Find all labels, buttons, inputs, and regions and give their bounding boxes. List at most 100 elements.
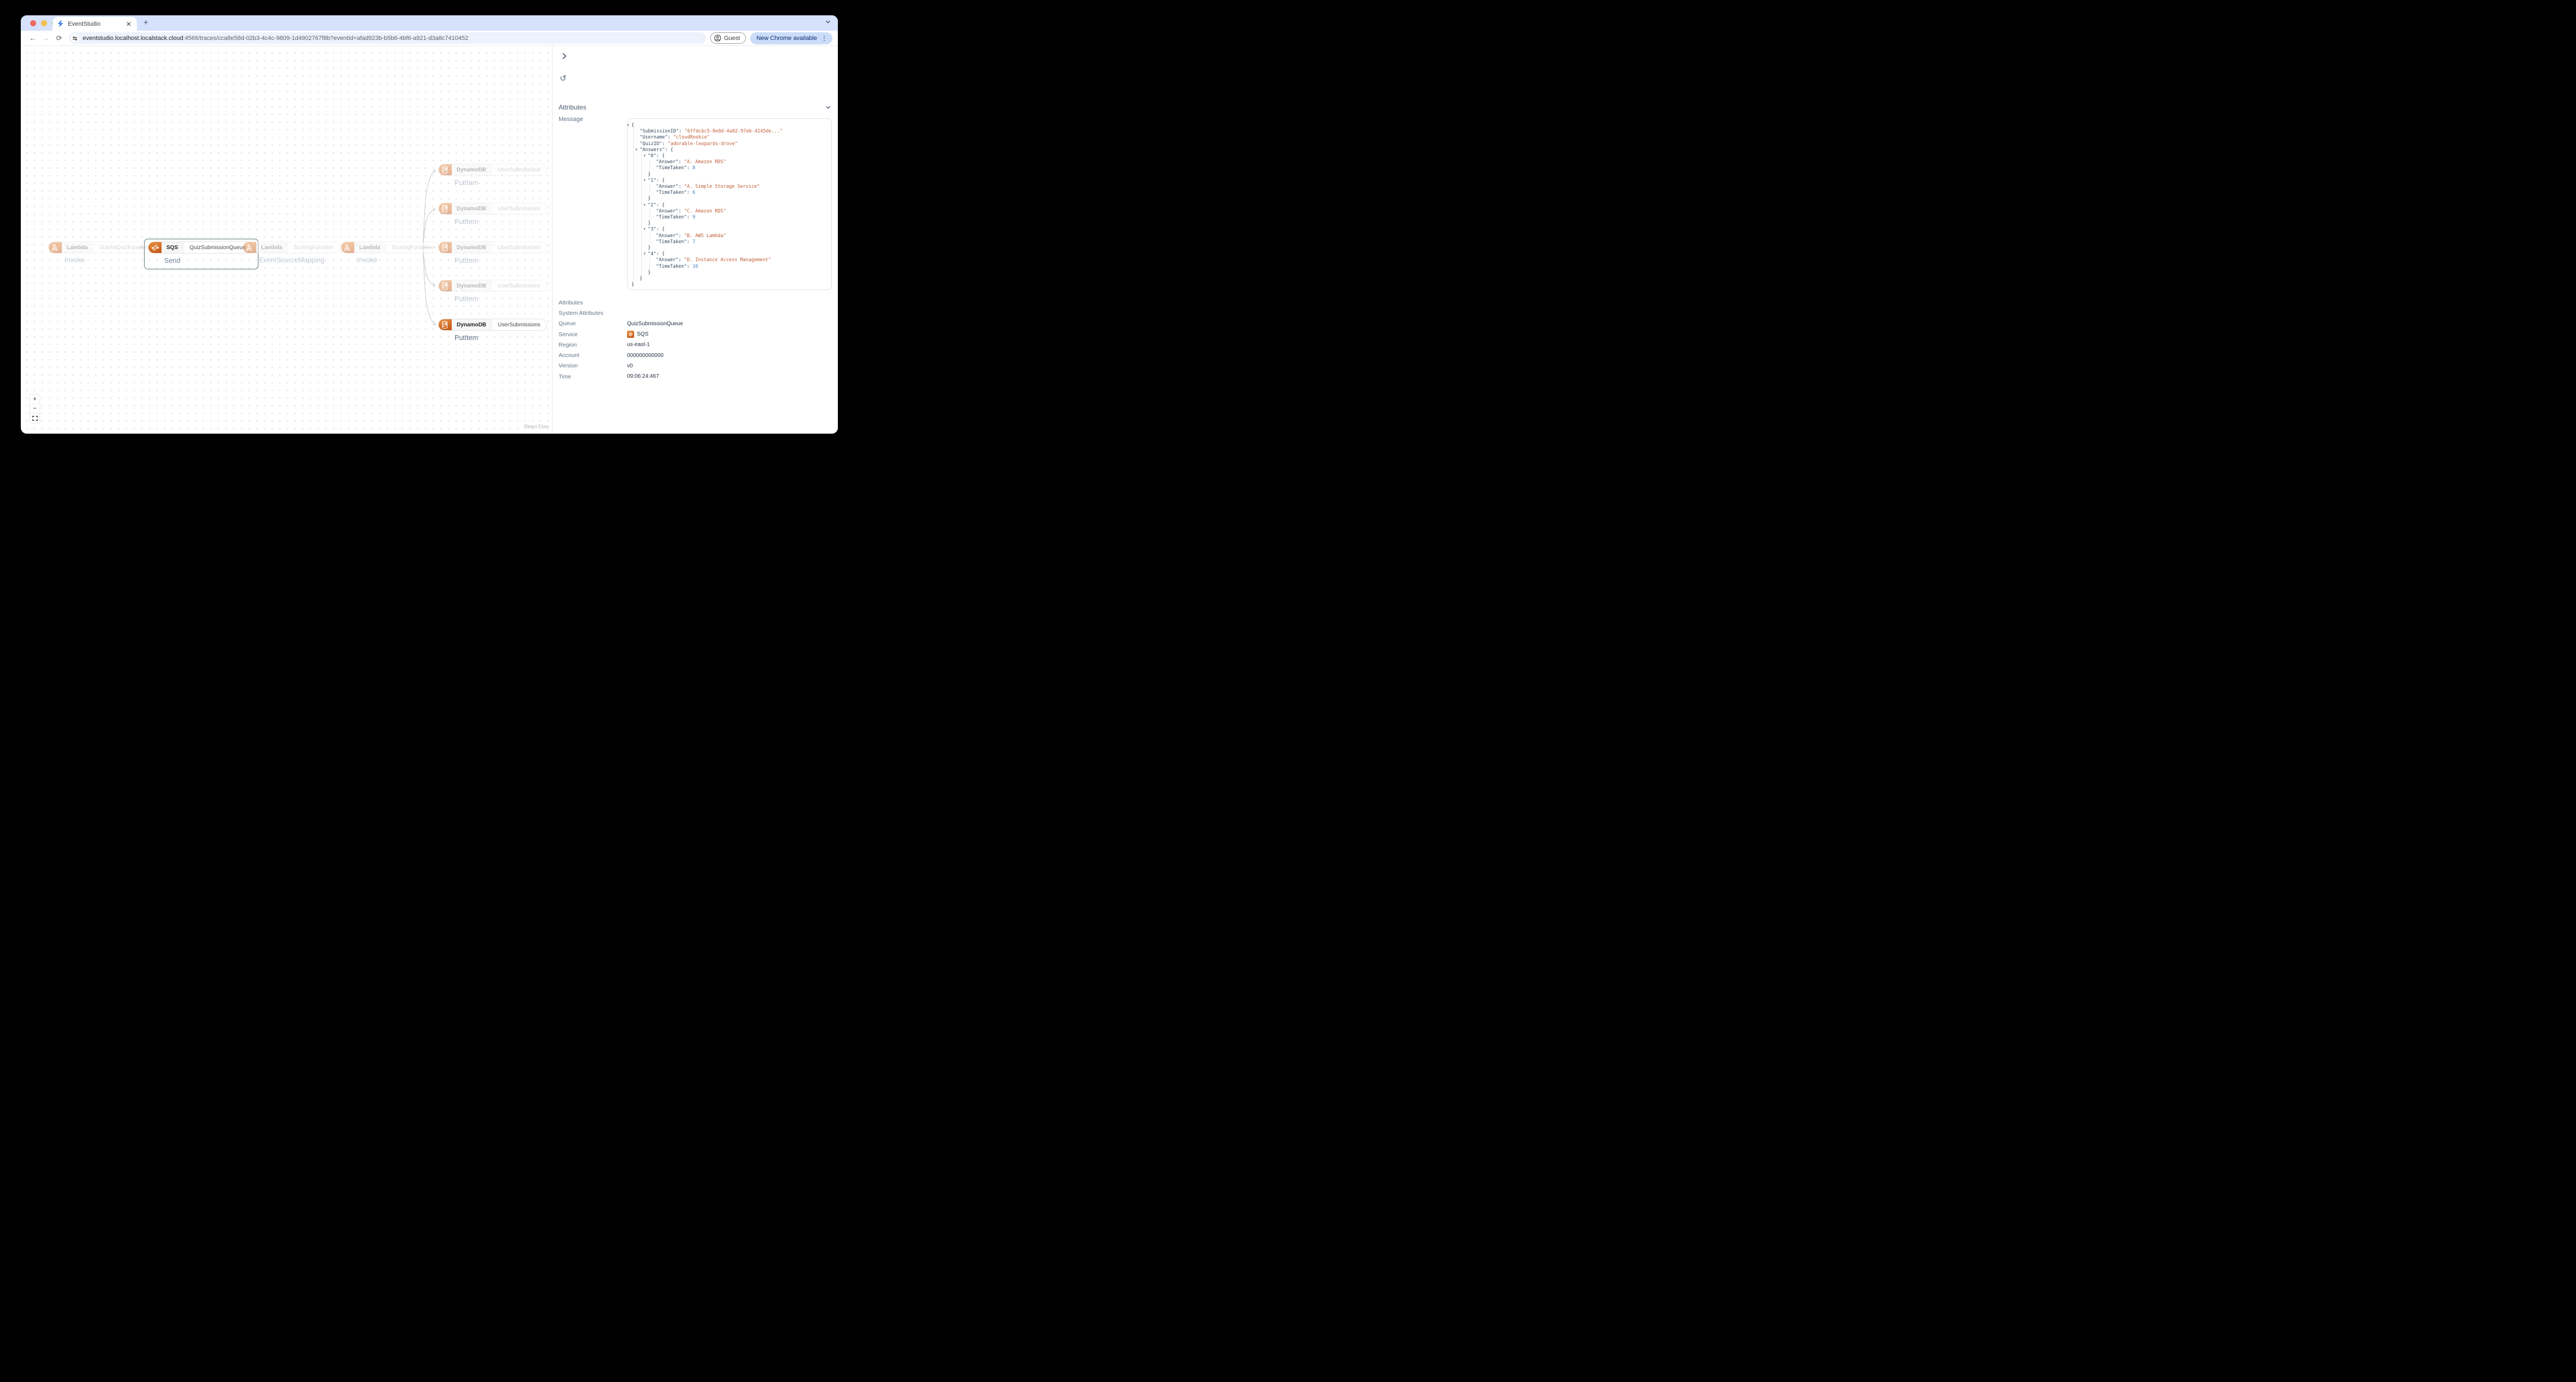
json-line: } bbox=[648, 221, 651, 227]
attr-row-attributes[interactable]: Attributes bbox=[559, 297, 832, 308]
close-tab-icon[interactable]: ✕ bbox=[125, 20, 131, 28]
json-line: ∨ "1": { bbox=[643, 177, 665, 183]
flow-node-dynamodb-usersubmissions-1[interactable]: DynamoDB UserSubmissions PutItem bbox=[438, 164, 547, 187]
json-line: "SubmissionID": "6ffdcbc5-8e8d-4a82-97eb… bbox=[640, 129, 783, 135]
canvas-controls[interactable]: + − bbox=[30, 395, 39, 423]
json-collapse-caret-icon[interactable]: ∨ bbox=[643, 251, 646, 256]
forward-button[interactable]: → bbox=[42, 34, 50, 42]
url-path: :4566/traces/cca8e58d-02b3-4c4c-9809-1d4… bbox=[183, 34, 469, 42]
dynamodb-icon bbox=[439, 242, 452, 253]
attr-row-system-attributes[interactable]: System Attributes bbox=[559, 308, 832, 318]
url-text: eventstudio.localhost.localstack.cloud:4… bbox=[83, 35, 468, 42]
flow-node-sqs-quizsubmissionqueue[interactable]: SQS QuizSubmissionQueue Send bbox=[144, 239, 259, 269]
node-resource-name: QuizSubmissionQueue bbox=[189, 244, 246, 251]
node-service-label: Lambda bbox=[354, 242, 386, 253]
node-action-label: EventSourceMapping bbox=[259, 256, 325, 264]
json-line: } bbox=[648, 196, 651, 202]
attr-label[interactable]: Attributes bbox=[559, 299, 583, 306]
node-pill[interactable]: DynamoDB UserSubmissions bbox=[438, 280, 547, 292]
zoom-in-button[interactable]: + bbox=[30, 395, 39, 404]
node-action-label: PutItem bbox=[455, 256, 479, 264]
flow-node-lambda-submitquiz[interactable]: Lambda SubmitQuizFunction Invoke bbox=[48, 241, 156, 264]
new-tab-button[interactable]: + bbox=[143, 18, 148, 27]
json-line: "Answer": "B. AWS Lambda" bbox=[656, 233, 726, 239]
node-pill[interactable]: DynamoDB UserSubmissions bbox=[438, 164, 547, 176]
json-line: } bbox=[640, 276, 643, 282]
json-collapse-caret-icon[interactable]: ∨ bbox=[643, 202, 646, 207]
flow-edge bbox=[422, 247, 436, 325]
attribute-rows: Attributes System Attributes Queue QuizSubm… bbox=[559, 297, 832, 382]
json-collapse-caret-icon[interactable]: ∨ bbox=[643, 177, 646, 182]
browser-toolbar: ← → ⟳ eventstudio.localhost.localstack.c… bbox=[21, 31, 838, 46]
tab-search-chevron-icon[interactable] bbox=[825, 19, 831, 25]
replay-event-button[interactable]: ↺ bbox=[560, 74, 567, 83]
sqs-icon bbox=[627, 331, 634, 338]
minimize-window-button[interactable] bbox=[41, 20, 47, 26]
message-json-viewer[interactable]: ∨{"SubmissionID": "6ffdcbc5-8e8d-4a82-97… bbox=[627, 118, 832, 290]
node-pill[interactable]: SQS QuizSubmissionQueue bbox=[148, 241, 252, 254]
json-collapse-caret-icon[interactable]: ∨ bbox=[635, 147, 638, 152]
fit-view-icon bbox=[32, 416, 38, 421]
react-flow-attribution[interactable]: React Flow bbox=[524, 424, 549, 429]
browser-menu-icon[interactable]: ⋮ bbox=[821, 34, 827, 42]
site-settings-icon[interactable] bbox=[71, 34, 79, 42]
json-line: } bbox=[648, 269, 651, 275]
json-line: "Answer": "A. Amazon RDS" bbox=[656, 159, 726, 165]
reload-button[interactable]: ⟳ bbox=[56, 33, 62, 42]
flow-node-lambda-scoring-invoke[interactable]: Lambda ScoringFunction Invoke bbox=[341, 241, 438, 264]
json-line: "TimeTaken": 10 bbox=[656, 263, 698, 269]
fit-view-button[interactable] bbox=[30, 413, 39, 423]
attr-row-account: Account 000000000000 bbox=[559, 350, 832, 360]
collapse-section-chevron-icon[interactable] bbox=[825, 105, 831, 111]
json-line: "TimeTaken": 9 bbox=[656, 215, 695, 221]
json-line: ∨ "0": { bbox=[643, 153, 665, 159]
node-pill[interactable]: DynamoDB UserSubmissions bbox=[438, 319, 547, 331]
json-children: "Answer": "A. Simple Storage Service" "Ti… bbox=[649, 184, 828, 197]
json-line: } bbox=[631, 282, 635, 288]
node-pill[interactable]: DynamoDB UserSubmissions bbox=[438, 241, 547, 254]
json-children: "Answer": "D. Instance Access Management… bbox=[649, 257, 828, 270]
collapse-panel-button[interactable] bbox=[561, 53, 568, 60]
flow-node-dynamodb-usersubmissions-4[interactable]: DynamoDB UserSubmissions PutItem bbox=[438, 280, 547, 303]
flow-edge bbox=[422, 170, 436, 248]
json-collapse-caret-icon[interactable]: ∨ bbox=[627, 123, 630, 127]
json-line: } bbox=[648, 245, 651, 251]
json-line: "Answer": "C. Amazon RDS" bbox=[656, 208, 726, 214]
json-line: ∨ "2": { bbox=[643, 202, 665, 208]
node-action-label: Invoke bbox=[357, 256, 377, 264]
flow-node-dynamodb-usersubmissions-2[interactable]: DynamoDB UserSubmissions PutItem bbox=[438, 203, 547, 226]
close-window-button[interactable] bbox=[30, 20, 36, 26]
node-pill[interactable]: Lambda ScoringFunction bbox=[243, 241, 340, 254]
dynamodb-icon bbox=[439, 203, 452, 214]
lambda-icon bbox=[341, 242, 354, 253]
guest-avatar-icon bbox=[714, 34, 721, 42]
lambda-icon bbox=[49, 242, 62, 253]
flow-node-lambda-scoring-esm[interactable]: Lambda ScoringFunction EventSourceMapping bbox=[243, 241, 340, 264]
flow-node-dynamodb-usersubmissions-5[interactable]: DynamoDB UserSubmissions PutItem bbox=[438, 319, 547, 342]
tab-strip: EventStudio ✕ + bbox=[21, 15, 838, 31]
address-bar[interactable]: eventstudio.localhost.localstack.cloud:4… bbox=[69, 32, 706, 44]
flow-node-dynamodb-usersubmissions-3[interactable]: DynamoDB UserSubmissions PutItem bbox=[438, 241, 547, 264]
node-resource-name: UserSubmissions bbox=[497, 166, 540, 173]
attr-label[interactable]: System Attributes bbox=[559, 309, 603, 316]
profile-button[interactable]: Guest bbox=[710, 32, 746, 44]
node-action-label: PutItem bbox=[455, 178, 479, 187]
json-collapse-caret-icon[interactable]: ∨ bbox=[643, 227, 646, 232]
node-pill[interactable]: Lambda SubmitQuizFunction bbox=[48, 241, 156, 254]
browser-tab[interactable]: EventStudio ✕ bbox=[53, 17, 137, 31]
node-service-label: Lambda bbox=[62, 242, 94, 253]
node-pill[interactable]: Lambda ScoringFunction bbox=[341, 241, 438, 254]
node-pill[interactable]: DynamoDB UserSubmissions bbox=[438, 203, 547, 215]
chrome-update-button[interactable]: New Chrome available ⋮ bbox=[750, 32, 832, 44]
json-collapse-caret-icon[interactable]: ∨ bbox=[643, 153, 646, 158]
eventstudio-favicon-icon bbox=[58, 20, 64, 27]
json-children: "Answer": "C. Amazon RDS" "TimeTaken": 9 bbox=[649, 208, 828, 221]
zoom-out-button[interactable]: − bbox=[30, 404, 39, 413]
attributes-section-header[interactable]: Attributes bbox=[559, 103, 831, 111]
attr-row-service: Service SQS bbox=[559, 329, 832, 339]
flow-edge bbox=[422, 208, 436, 248]
json-line: "TimeTaken": 7 bbox=[656, 239, 695, 245]
attr-row-region: Region us-east-1 bbox=[559, 339, 832, 350]
back-button[interactable]: ← bbox=[29, 34, 37, 42]
flow-canvas[interactable]: Lambda SubmitQuizFunction Invoke SQS QuizSub… bbox=[21, 46, 552, 434]
